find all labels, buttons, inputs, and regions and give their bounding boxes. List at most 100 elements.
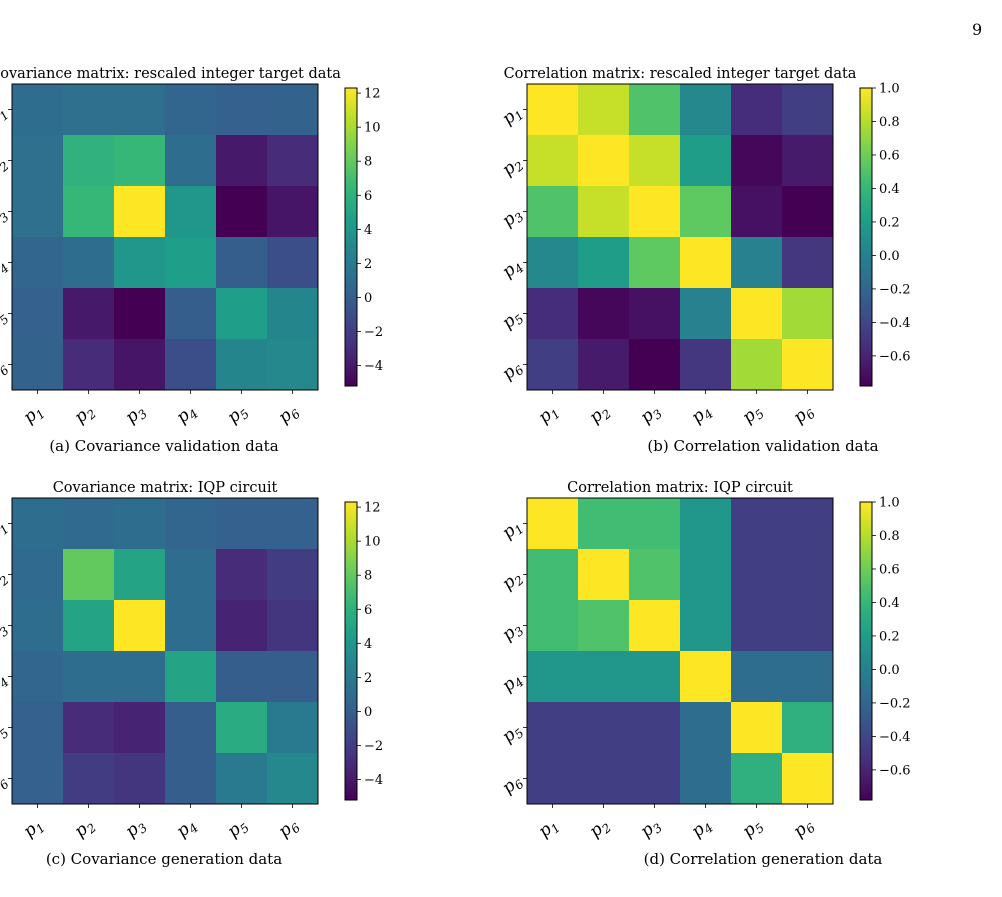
y-tick-label-p2: p2: [498, 153, 526, 182]
heatmap-cell-r1-c4: [165, 498, 217, 550]
heatmap-cell-r3-c3: [629, 600, 681, 652]
caption-d: (d) Correlation generation data: [643, 850, 883, 868]
y-tick-label-p4: p4: [0, 255, 12, 284]
x-tick-label-p5: p5: [739, 815, 767, 844]
heatmap-cell-r3-c6: [267, 600, 319, 652]
heatmap-cell-r3-c5: [216, 186, 268, 238]
heatmap-cell-r1-c4: [165, 84, 217, 136]
heatmap-cell-r6-c5: [216, 753, 268, 805]
heatmap-cell-r3-c4: [680, 186, 732, 238]
y-tick-label-p3: p3: [0, 618, 12, 647]
heatmap-cell-r4-c2: [578, 651, 630, 703]
y-tick-label-p1: p1: [498, 102, 526, 131]
heatmap-cell-r4-c6: [267, 651, 319, 703]
x-tick-label-p2: p2: [71, 401, 99, 430]
heatmap-cell-r4-c6: [782, 651, 834, 703]
heatmap-cell-r1-c3: [114, 498, 166, 550]
x-tick-label-p4: p4: [688, 401, 716, 430]
colorbar-tick-label: −0.4: [879, 730, 911, 745]
heatmap-cell-r5-c6: [267, 288, 319, 340]
chart-title: Correlation matrix: rescaled integer tar…: [504, 66, 857, 82]
y-tick-label-p4: p4: [0, 669, 12, 698]
heatmap-cell-r4-c1: [12, 651, 64, 703]
heatmap-cell-r2-c5: [216, 135, 268, 187]
colorbar-tick-label: 10: [364, 121, 381, 136]
heatmap-cell-r1-c6: [267, 84, 319, 136]
heatmap-cell-r6-c6: [267, 339, 319, 391]
y-tick-label-p2: p2: [0, 153, 12, 182]
colorbar-tick-label: 0.6: [879, 562, 900, 577]
heatmap-cell-r3-c3: [629, 186, 681, 238]
heatmap-cell-r1-c3: [629, 84, 681, 136]
colorbar-tick-label: 8: [364, 155, 372, 170]
y-tick-label-p3: p3: [498, 618, 527, 647]
heatmap-cell-r1-c2: [578, 498, 630, 550]
heatmap-cell-r3-c1: [12, 186, 64, 238]
x-tick-label-p6: p6: [790, 400, 819, 429]
colorbar-tick-label: −2: [364, 325, 383, 340]
heatmap-cell-r6-c4: [165, 339, 217, 391]
heatmap-cell-r4-c2: [63, 651, 115, 703]
heatmap-cell-r1-c1: [527, 84, 579, 136]
heatmap-cell-r6-c3: [629, 753, 681, 805]
heatmap-cell-r5-c3: [629, 288, 681, 340]
heatmap-cell-r2-c5: [731, 549, 783, 601]
heatmap-cell-r4-c5: [731, 651, 783, 703]
chart-title: Covariance matrix: IQP circuit: [53, 480, 278, 496]
heatmap-cell-r3-c2: [578, 186, 630, 238]
x-tick-label-p5: p5: [224, 401, 252, 430]
x-tick-label-p4: p4: [173, 401, 201, 430]
heatmap-cell-r5-c1: [12, 288, 64, 340]
heatmap-cell-r5-c4: [680, 288, 732, 340]
colorbar-tick-label: 2: [364, 671, 372, 686]
heatmap-cell-r2-c4: [680, 549, 732, 601]
heatmap-cell-r6-c5: [216, 339, 268, 391]
heatmap-cell-r6-c5: [731, 753, 783, 805]
heatmap-frame: [526, 497, 834, 805]
x-tick-label-p5: p5: [739, 401, 767, 430]
heatmap-cell-r4-c2: [578, 237, 630, 289]
caption-a: (a) Covariance validation data: [49, 437, 279, 455]
x-tick-label-p1: p1: [535, 401, 563, 430]
heatmap-cell-r4-c5: [216, 651, 268, 703]
x-tick-label-p3: p3: [122, 814, 151, 843]
heatmap-cell-r5-c2: [578, 702, 630, 754]
heatmap-cell-r5-c6: [267, 702, 319, 754]
colorbar-tick-label: 0: [364, 705, 372, 720]
heatmap-cell-r1-c1: [527, 498, 579, 550]
heatmap-frame: [11, 497, 319, 805]
heatmap-cell-r2-c3: [114, 135, 166, 187]
heatmap-cell-r3-c2: [63, 600, 115, 652]
heatmap-cell-r1-c1: [12, 498, 64, 550]
heatmap-cell-r4-c3: [629, 237, 681, 289]
x-tick-label-p4: p4: [688, 815, 716, 844]
heatmap-cell-r2-c6: [782, 135, 834, 187]
colorbar-tick-label: 1.0: [879, 82, 900, 97]
heatmap-cell-r2-c1: [527, 135, 579, 187]
heatmap-cell-r5-c3: [114, 702, 166, 754]
correlation-validation-heatmap: Correlation matrix: rescaled integer tar…: [498, 66, 910, 428]
heatmap-cell-r5-c3: [629, 702, 681, 754]
heatmap-cell-r6-c2: [578, 753, 630, 805]
y-tick-label-p4: p4: [498, 255, 526, 284]
heatmap-cell-r6-c1: [12, 753, 64, 805]
heatmap-cell-r2-c4: [680, 135, 732, 187]
heatmap-cell-r4-c6: [267, 237, 319, 289]
y-tick-label-p4: p4: [498, 669, 526, 698]
x-tick-label-p2: p2: [71, 815, 99, 844]
colorbar-tick-label: 4: [364, 637, 372, 652]
heatmap-cell-r4-c4: [165, 651, 217, 703]
covariance-generation-heatmap: Covariance matrix: IQP circuit p1 p2 p3 p4 p5…: [0, 480, 383, 842]
heatmap-cell-r3-c5: [216, 600, 268, 652]
colorbar-tick-label: 0.6: [879, 148, 900, 163]
heatmap-cell-r1-c4: [680, 498, 732, 550]
colorbar-tick-label: 12: [364, 501, 381, 516]
heatmap-cell-r4-c3: [629, 651, 681, 703]
y-tick-label-p6: p6: [0, 771, 12, 800]
heatmap-cell-r6-c6: [782, 753, 834, 805]
heatmap-cell-r6-c3: [114, 339, 166, 391]
x-tick-label-p5: p5: [224, 815, 252, 844]
colorbar-tick-label: −4: [364, 773, 383, 788]
colorbar-tick-label: 6: [364, 603, 372, 618]
heatmap-cell-r5-c4: [165, 702, 217, 754]
